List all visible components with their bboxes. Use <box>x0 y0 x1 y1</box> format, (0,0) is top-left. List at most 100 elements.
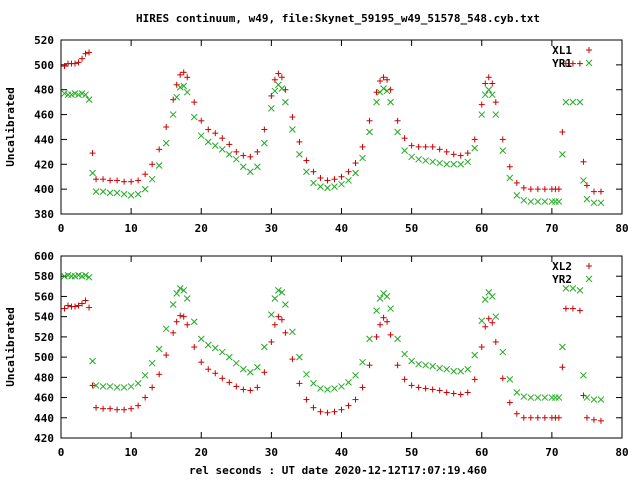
bottom-data-marks <box>61 271 605 424</box>
data-point-xl1 <box>366 117 373 124</box>
data-point-yr1 <box>471 144 479 152</box>
data-point-yr1 <box>534 198 542 205</box>
data-point-xl1 <box>478 101 485 108</box>
data-point-yr1 <box>576 98 584 106</box>
data-point-xl1 <box>331 176 338 183</box>
data-point-yr2 <box>478 317 486 325</box>
data-point-yr2 <box>527 394 535 401</box>
legend-label: YR2 <box>552 273 572 286</box>
data-point-xl2 <box>366 362 373 369</box>
data-point-xl1 <box>562 60 569 67</box>
data-point-xl2 <box>72 303 79 310</box>
data-point-yr1 <box>190 113 198 121</box>
data-point-yr2 <box>225 353 233 361</box>
data-point-xl1 <box>580 158 587 165</box>
data-point-xl1 <box>233 148 240 155</box>
data-point-xl2 <box>380 314 387 321</box>
data-point-xl2 <box>527 414 534 421</box>
legend-marker <box>585 59 593 67</box>
data-point-xl1 <box>156 146 163 153</box>
data-point-xl2 <box>513 410 520 417</box>
x-tick-label: 50 <box>405 446 418 459</box>
bottom-ticks: 0 10 20 30 40 50 60 70 80 420 440 460 480 500 520 540 56… <box>34 250 629 459</box>
x-tick-label: 50 <box>405 222 418 235</box>
data-point-yr2 <box>590 396 598 403</box>
data-point-xl1 <box>198 117 205 124</box>
data-point-xl2 <box>135 402 142 409</box>
data-point-yr2 <box>99 383 107 390</box>
data-point-yr2 <box>576 287 584 294</box>
data-point-yr2 <box>303 370 310 378</box>
data-point-yr2 <box>513 389 521 396</box>
data-point-xl2 <box>142 394 149 401</box>
data-point-xl2 <box>450 390 457 397</box>
data-point-xl1 <box>275 70 282 77</box>
data-point-xl1 <box>443 148 450 155</box>
data-point-xl1 <box>114 177 121 184</box>
data-point-yr2 <box>127 383 135 390</box>
y-tick-label: 420 <box>34 432 54 445</box>
data-point-xl2 <box>296 380 303 387</box>
data-point-yr2 <box>204 341 212 349</box>
data-point-xl1 <box>128 178 135 185</box>
data-point-xl2 <box>240 386 247 393</box>
x-tick-label: 60 <box>475 446 488 459</box>
data-point-yr1 <box>120 190 128 198</box>
data-point-xl1 <box>436 146 443 153</box>
top-ticks: 0 10 20 30 40 50 60 70 80 380 400 420 440 460 480 500 52… <box>34 34 629 235</box>
y-tick-label: 520 <box>34 331 54 344</box>
data-point-yr1 <box>478 111 486 118</box>
data-point-xl2 <box>384 318 391 325</box>
data-point-yr2 <box>92 382 100 389</box>
data-point-xl1 <box>170 96 177 103</box>
data-point-xl2 <box>506 399 513 406</box>
data-point-xl1 <box>485 74 492 81</box>
data-point-xl2 <box>261 369 268 376</box>
data-point-xl2 <box>268 338 275 345</box>
data-point-yr2 <box>520 393 528 400</box>
data-point-yr1 <box>387 98 394 106</box>
data-point-yr1 <box>383 87 391 95</box>
data-point-yr1 <box>527 198 535 205</box>
data-point-xl1 <box>489 80 496 87</box>
data-point-xl1 <box>261 126 268 133</box>
data-point-yr2 <box>275 287 282 294</box>
data-point-xl2 <box>89 382 96 389</box>
data-point-yr2 <box>422 361 430 369</box>
data-point-xl1 <box>149 161 156 168</box>
data-point-yr1 <box>422 157 430 164</box>
data-point-yr1 <box>310 179 317 187</box>
data-point-xl2 <box>163 352 170 359</box>
data-point-yr2 <box>190 318 198 326</box>
data-point-xl1 <box>121 178 128 185</box>
data-point-yr1 <box>457 160 465 168</box>
data-point-xl1 <box>429 143 436 150</box>
data-point-xl1 <box>86 49 93 56</box>
data-point-yr2 <box>141 371 149 379</box>
data-point-yr1 <box>464 158 472 166</box>
data-point-yr2 <box>120 384 128 391</box>
data-point-yr1 <box>169 111 177 118</box>
data-point-xl2 <box>408 382 415 389</box>
data-point-xl1 <box>247 153 254 160</box>
data-point-yr1 <box>75 91 82 99</box>
data-point-xl1 <box>100 176 107 183</box>
x-axis-label: rel seconds : UT date 2020-12-12T17:07:1… <box>189 464 487 477</box>
data-point-yr1 <box>261 139 268 147</box>
figure-title: HIRES continuum, w49, file:Skynet_59195_… <box>136 12 540 25</box>
data-point-xl1 <box>415 143 422 150</box>
data-point-xl1 <box>401 135 408 142</box>
data-point-xl1 <box>597 188 604 195</box>
data-point-xl2 <box>278 316 285 323</box>
data-point-yr2 <box>282 301 289 308</box>
data-point-xl2 <box>121 406 128 413</box>
data-point-xl1 <box>590 188 597 195</box>
data-point-xl1 <box>464 150 471 157</box>
data-point-xl2 <box>86 304 93 311</box>
data-point-xl1 <box>271 76 278 83</box>
data-point-yr1 <box>415 155 422 163</box>
data-point-xl2 <box>436 387 443 394</box>
data-point-yr2 <box>317 385 324 392</box>
data-point-xl1 <box>513 179 520 186</box>
